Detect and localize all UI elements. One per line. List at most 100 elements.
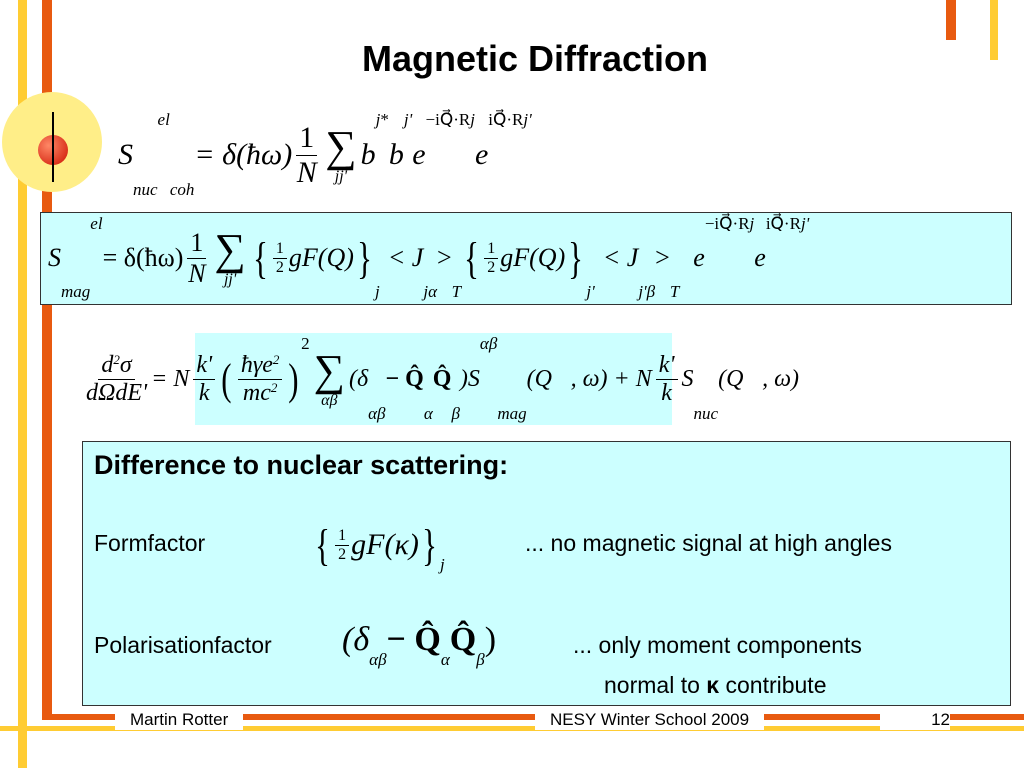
formula-part: 2 bbox=[301, 334, 310, 353]
footer-page: 12 bbox=[880, 710, 950, 730]
formula-part: S bbox=[118, 138, 133, 171]
formula-part: nuc bbox=[693, 404, 719, 423]
formula: d2σ dΩdE' = N k' k ( ħγe2 mc2 ) 2 ∑ αβ (δ αβ −… bbox=[82, 334, 799, 424]
formula-part: e bbox=[474, 138, 489, 171]
formula-part: e bbox=[693, 243, 705, 272]
formula-part: d bbox=[101, 351, 114, 378]
formula-part: (δ bbox=[342, 621, 370, 658]
formula-part: normal to bbox=[604, 672, 707, 698]
formula-group: mc2 bbox=[243, 380, 277, 407]
formula-part: αβ bbox=[321, 392, 338, 409]
formula-group: ħγe2 bbox=[237, 351, 283, 380]
formula-part: = δ(ħω) bbox=[194, 138, 293, 171]
formula-part: 1 bbox=[272, 240, 287, 259]
formula-part: N bbox=[296, 155, 317, 189]
formula-part: jj' bbox=[334, 168, 348, 185]
formula-part: * bbox=[380, 110, 389, 129]
deco bbox=[946, 0, 956, 40]
formula-part: j bbox=[439, 555, 445, 574]
formula-part: 2 bbox=[338, 545, 347, 563]
formula-part: j' bbox=[523, 110, 532, 129]
formula-part: j bbox=[470, 110, 475, 129]
formula: {1 2 gF(κ)} j bbox=[312, 515, 445, 575]
formula-part: k bbox=[661, 379, 672, 406]
formula-part: 2 bbox=[275, 258, 284, 276]
formula-part: = δ(ħω) bbox=[102, 243, 184, 272]
formula-part: j'β bbox=[638, 282, 656, 301]
formula-part: (Q⃗, ω) bbox=[718, 365, 800, 392]
formula-part: { bbox=[315, 520, 330, 570]
formula-part: > bbox=[437, 243, 452, 272]
formula-part: 1 bbox=[296, 121, 318, 156]
deco bbox=[990, 0, 998, 60]
formula-part: αβ bbox=[369, 650, 387, 669]
formula-part: k' bbox=[193, 352, 216, 380]
formula-part: αβ bbox=[479, 334, 498, 353]
formula-part: jα bbox=[423, 282, 437, 301]
formula-part: j bbox=[749, 214, 755, 233]
formula-part: coh bbox=[169, 180, 195, 199]
formula-part: j bbox=[375, 110, 381, 129]
formula-part: mag bbox=[61, 282, 91, 301]
formula-part: el bbox=[90, 214, 103, 233]
formula-part: 1 bbox=[187, 228, 207, 259]
formula-part: ∑ bbox=[325, 122, 357, 171]
note: ... no magnetic signal at high angles bbox=[525, 530, 892, 556]
formula-part: )S bbox=[459, 365, 480, 392]
formula-part: S bbox=[681, 365, 694, 392]
formula-part: Q̂ bbox=[449, 621, 477, 658]
formula-part: κ bbox=[706, 672, 720, 698]
formula: (δ αβ − Q̂ α Q̂ β ) bbox=[342, 610, 496, 670]
formula-group: d2σ bbox=[98, 351, 135, 380]
formula-part: iQ⃗·R bbox=[488, 110, 524, 129]
label: Formfactor bbox=[94, 530, 206, 556]
note: ... only moment components bbox=[573, 632, 862, 658]
formula-part: 2 bbox=[487, 258, 496, 276]
formula-part: 2 bbox=[272, 351, 280, 367]
footer-event: NESY Winter School 2009 bbox=[535, 710, 765, 730]
formula-part: ) bbox=[484, 621, 497, 658]
deco bbox=[0, 726, 1024, 731]
formula-part: ħγe bbox=[240, 351, 273, 378]
formula-part: σ bbox=[119, 351, 132, 378]
formula-part: αβ bbox=[368, 404, 386, 423]
formula-part: mag bbox=[497, 404, 527, 423]
formula-part: gF(Q) bbox=[500, 243, 566, 272]
title: Magnetic Diffraction bbox=[361, 38, 709, 79]
formula-part: mc bbox=[242, 379, 271, 406]
label: Polarisationfactor bbox=[94, 632, 272, 658]
formula-part: T bbox=[451, 282, 462, 301]
formula-part: 1 bbox=[484, 240, 499, 259]
formula-part: < J bbox=[387, 243, 424, 272]
formula-part: −iQ⃗·R bbox=[704, 214, 750, 233]
formula-part: e bbox=[412, 138, 426, 171]
formula-part: α bbox=[423, 404, 433, 423]
formula-part: nuc bbox=[133, 180, 158, 199]
formula-part: ( bbox=[221, 354, 232, 404]
deco bbox=[42, 0, 52, 718]
formula-part: ) bbox=[288, 354, 299, 404]
formula-part: j' bbox=[586, 282, 595, 301]
formula-part: − Q̂ bbox=[385, 365, 424, 392]
formula-part: { bbox=[464, 233, 480, 283]
deco bbox=[42, 714, 1024, 720]
formula-part: (Q⃗, ω) + N bbox=[526, 365, 652, 392]
formula-part: j' bbox=[800, 214, 810, 233]
formula-part: β bbox=[451, 404, 460, 423]
formula-part: ∑ bbox=[313, 346, 345, 395]
formula-part: > bbox=[655, 243, 670, 272]
formula-part: (δ bbox=[348, 365, 369, 392]
formula-part: − Q̂ bbox=[386, 621, 441, 658]
formula-group: ∑ jj' bbox=[214, 228, 245, 288]
formula-part: contribute bbox=[719, 672, 827, 698]
formula-group: ∑ jj' bbox=[325, 125, 356, 185]
formula-part: } bbox=[568, 233, 584, 283]
footer-author: Martin Rotter bbox=[115, 710, 244, 730]
formula-part: α bbox=[440, 650, 450, 669]
formula-part: −iQ⃗·R bbox=[425, 110, 471, 129]
formula-part: k' bbox=[655, 352, 678, 380]
